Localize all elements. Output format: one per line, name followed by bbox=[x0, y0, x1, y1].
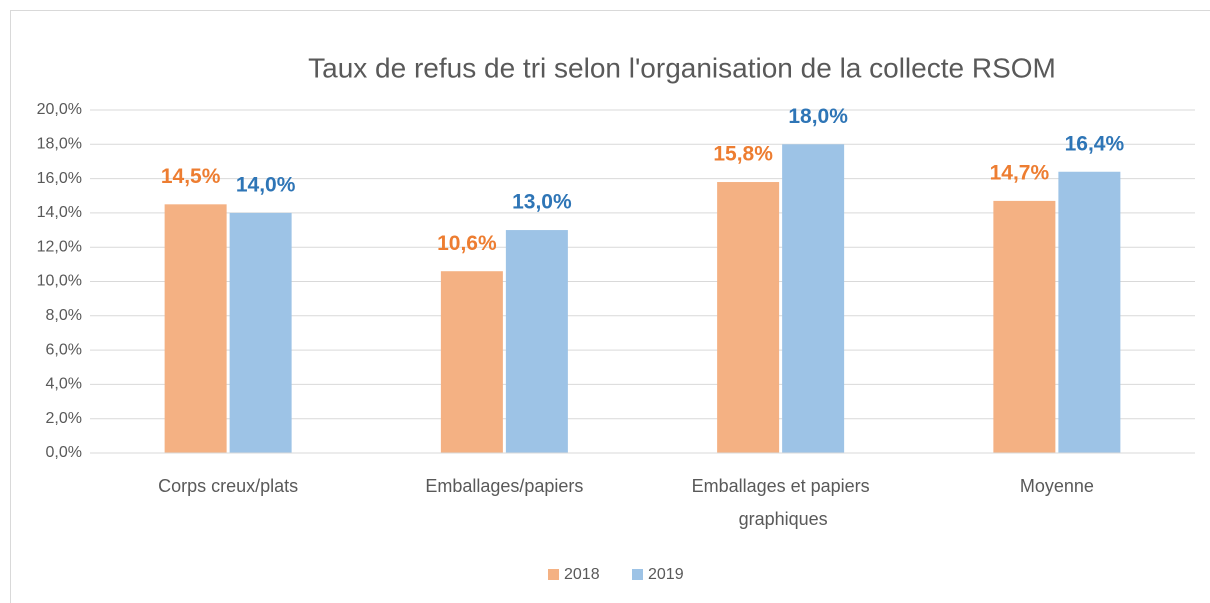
y-tick-label: 20,0% bbox=[37, 101, 82, 118]
data-label: 14,7% bbox=[990, 161, 1050, 184]
y-tick-label: 14,0% bbox=[37, 204, 82, 221]
data-label: 13,0% bbox=[512, 191, 572, 214]
x-tick-label: Emballages et papiers graphiques bbox=[692, 476, 870, 529]
data-label: 14,0% bbox=[236, 173, 296, 196]
bar bbox=[164, 204, 227, 453]
y-tick-label: 8,0% bbox=[46, 307, 82, 324]
y-tick-label: 6,0% bbox=[46, 341, 82, 358]
bar bbox=[1058, 171, 1121, 454]
y-tick-label: 0,0% bbox=[46, 444, 82, 461]
legend-swatch bbox=[632, 569, 643, 580]
y-tick-label: 10,0% bbox=[37, 273, 82, 290]
x-tick-label: Corps creux/plats bbox=[158, 476, 298, 496]
y-tick-label: 2,0% bbox=[46, 410, 82, 427]
legend-label: 2019 bbox=[648, 566, 684, 583]
bar bbox=[440, 271, 503, 453]
y-tick-label: 4,0% bbox=[46, 376, 82, 393]
data-label: 18,0% bbox=[788, 105, 848, 128]
data-label: 14,5% bbox=[161, 165, 221, 188]
data-label: 15,8% bbox=[713, 143, 773, 166]
data-label: 16,4% bbox=[1065, 132, 1125, 155]
y-tick-label: 16,0% bbox=[37, 170, 82, 187]
bar bbox=[505, 230, 568, 453]
legend-swatch bbox=[548, 569, 559, 580]
bar bbox=[717, 182, 780, 453]
chart-title: Taux de refus de tri selon l'organisatio… bbox=[308, 52, 1056, 83]
x-tick-label: Emballages/papiers bbox=[425, 476, 583, 496]
y-tick-label: 18,0% bbox=[37, 136, 82, 153]
legend-label: 2018 bbox=[564, 566, 600, 583]
data-label: 10,6% bbox=[437, 232, 497, 255]
bar bbox=[782, 144, 845, 454]
bar bbox=[229, 212, 292, 453]
bar bbox=[993, 200, 1056, 453]
x-tick-label: Moyenne bbox=[1020, 476, 1094, 496]
y-tick-label: 12,0% bbox=[37, 238, 82, 255]
